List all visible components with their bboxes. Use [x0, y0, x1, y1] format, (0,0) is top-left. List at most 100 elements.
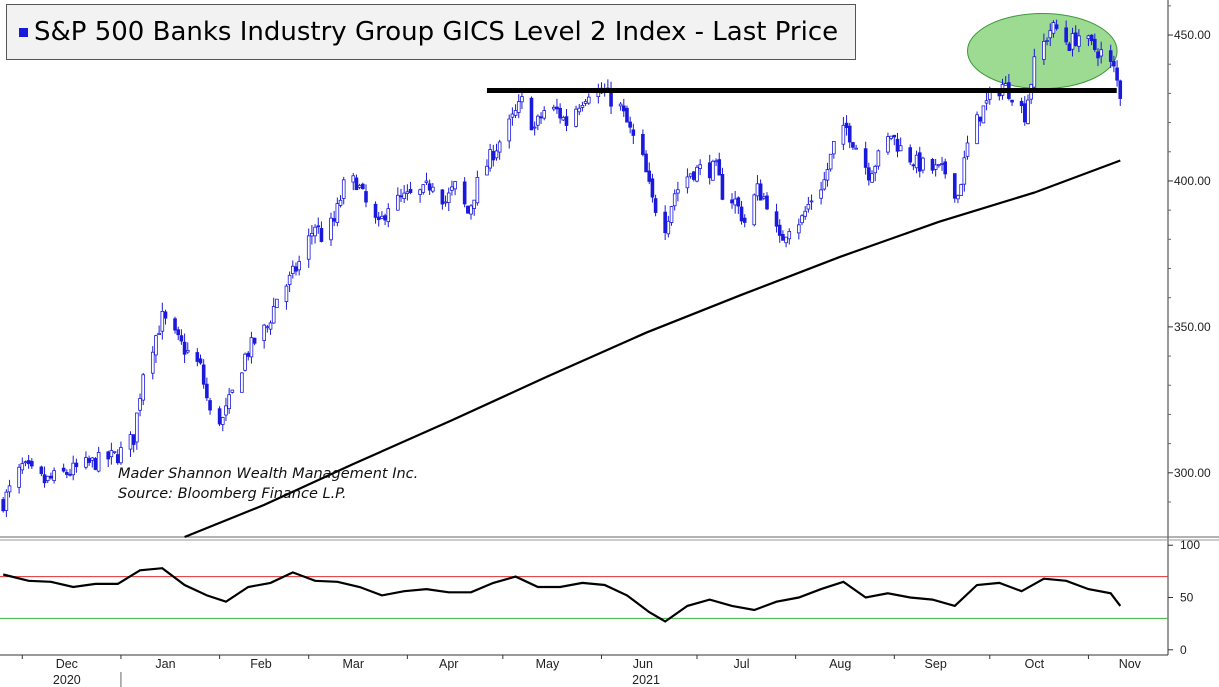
candle-body: [141, 374, 146, 401]
candle-body: [828, 153, 833, 170]
moving-average-line: [184, 159, 1121, 539]
chart-legend: S&P 500 Banks Industry Group GICS Level …: [6, 4, 856, 60]
candle-body: [536, 115, 540, 126]
candle-body: [176, 329, 181, 336]
candle-body: [510, 113, 515, 118]
candle-body: [163, 311, 168, 319]
candle-body: [1108, 50, 1113, 62]
candle-body: [542, 110, 547, 119]
candle-body: [539, 116, 543, 119]
candle-body: [87, 458, 91, 463]
candle-body: [42, 474, 47, 484]
candle-body: [208, 400, 212, 411]
candle-body: [583, 100, 588, 104]
candle-body: [112, 451, 117, 454]
candle-body: [4, 491, 9, 511]
note-firm: Mader Shannon Wealth Management Inc.: [118, 466, 419, 482]
candle-body: [736, 197, 741, 207]
candle-body: [1118, 80, 1123, 99]
candle-body: [427, 183, 432, 191]
candle-body: [68, 473, 72, 476]
y-tick-label: 400.00: [1174, 174, 1211, 188]
candle-body: [621, 105, 626, 112]
candle-body: [396, 194, 400, 211]
candle-body: [332, 218, 336, 222]
candle-body: [475, 176, 480, 204]
x-tick-label: Feb: [250, 657, 272, 671]
candle-body: [7, 485, 12, 493]
candle-body: [921, 157, 925, 171]
candle-body: [351, 175, 356, 183]
candle-body: [1070, 33, 1075, 50]
candle-body: [733, 198, 737, 206]
candle-body: [752, 194, 757, 226]
legend-swatch: [19, 27, 28, 37]
candle-body: [49, 475, 53, 479]
candle-body: [418, 189, 422, 195]
candle-body: [65, 472, 69, 475]
candle-body: [262, 324, 266, 341]
candle-body: [625, 107, 629, 123]
candle-body: [284, 285, 289, 302]
candle-body: [17, 466, 21, 488]
candle-body: [1067, 43, 1072, 51]
candle-body: [851, 142, 855, 148]
candle-body: [564, 116, 569, 126]
candle-body: [96, 452, 101, 472]
candle-body: [182, 341, 187, 355]
candle-body: [867, 167, 871, 181]
candle-body: [822, 179, 827, 190]
candle-body: [555, 106, 559, 110]
candle-body: [424, 180, 429, 183]
candle-body: [119, 447, 123, 464]
candle-body: [453, 181, 457, 190]
candle-body: [335, 203, 340, 223]
x-tick-label: Jan: [155, 657, 175, 671]
candle-body: [472, 199, 477, 209]
candle-body: [952, 173, 957, 199]
x-tick-label: May: [536, 657, 560, 671]
candle-body: [739, 206, 744, 222]
candle-body: [26, 460, 31, 465]
candle-body: [628, 121, 632, 128]
candle-body: [618, 103, 623, 107]
candle-body: [984, 100, 989, 104]
candle-body: [469, 205, 473, 215]
candle-body: [561, 117, 566, 121]
candle-body: [781, 233, 785, 241]
candle-body: [666, 220, 671, 235]
candle-body: [399, 195, 403, 198]
candle-body: [797, 224, 801, 234]
candle-body: [762, 196, 766, 199]
candle-body: [892, 134, 897, 138]
candle-body: [676, 189, 680, 194]
y-tick-label: 450.00: [1174, 28, 1211, 42]
candle-body: [402, 192, 406, 199]
candle-body: [889, 135, 893, 139]
candle-body: [688, 173, 693, 177]
candle-body: [1042, 41, 1046, 60]
note-source: Source: Bloomberg Finance L.P.: [118, 486, 347, 502]
x-tick-label: Mar: [342, 657, 364, 671]
candle-body: [310, 232, 314, 237]
x-tick-label: Dec: [56, 657, 78, 671]
candle-body: [84, 457, 88, 468]
x-tick-label: Aug: [829, 657, 851, 671]
candle-body: [39, 466, 44, 474]
osc-tick-label: 0: [1180, 643, 1187, 657]
x-tick-label: Apr: [439, 657, 458, 671]
candle-body: [653, 198, 658, 213]
candle-body: [532, 126, 537, 129]
candle-body: [784, 236, 788, 244]
candle-body: [841, 124, 846, 145]
candle-body: [663, 211, 667, 234]
candle-body: [313, 226, 317, 237]
candle-body: [714, 160, 718, 163]
candle-body: [179, 335, 184, 342]
candle-body: [376, 216, 381, 221]
candle-body: [466, 205, 470, 214]
candle-body: [1077, 35, 1081, 47]
candle-body: [220, 417, 225, 425]
candle-body: [268, 322, 273, 330]
